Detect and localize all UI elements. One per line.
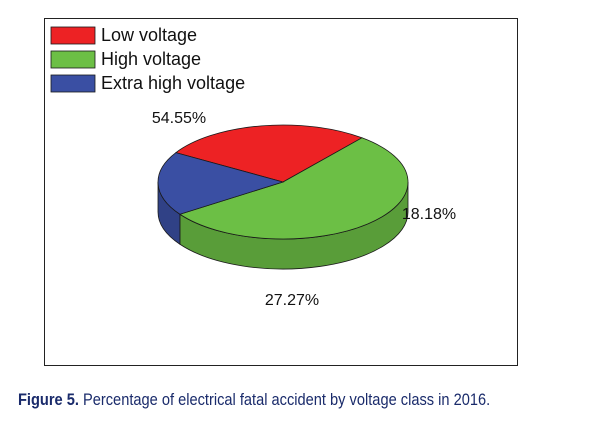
pie-chart: Low voltage High voltage Extra high voltag… bbox=[50, 25, 456, 309]
pie-slice-extra-high-voltage bbox=[157, 152, 285, 215]
legend-label-low-voltage: Low voltage bbox=[101, 25, 197, 45]
figure-caption: Figure 5. Percentage of electrical fatal… bbox=[18, 390, 508, 410]
chart-frame: Low voltage High voltage Extra high voltag… bbox=[44, 18, 518, 366]
data-label-high-voltage: 54.55% bbox=[152, 110, 206, 127]
legend-swatch-high-voltage bbox=[50, 50, 96, 69]
caption-text: Percentage of electrical fatal accident … bbox=[78, 390, 491, 409]
data-label-extra-high-voltage: 18.18% bbox=[402, 206, 456, 223]
legend-swatch-low-voltage bbox=[50, 26, 96, 45]
legend: Low voltage High voltage Extra high voltag… bbox=[50, 25, 245, 93]
legend-label-extra-high-voltage: Extra high voltage bbox=[101, 73, 245, 93]
pie-slice-low-voltage bbox=[174, 124, 363, 183]
data-label-low-voltage: 27.27% bbox=[265, 292, 319, 309]
legend-label-high-voltage: High voltage bbox=[101, 49, 201, 69]
legend-swatch-extra-high-voltage bbox=[50, 74, 96, 93]
pie-slice-high-voltage bbox=[178, 137, 409, 240]
caption-label: Figure 5. bbox=[18, 390, 79, 409]
